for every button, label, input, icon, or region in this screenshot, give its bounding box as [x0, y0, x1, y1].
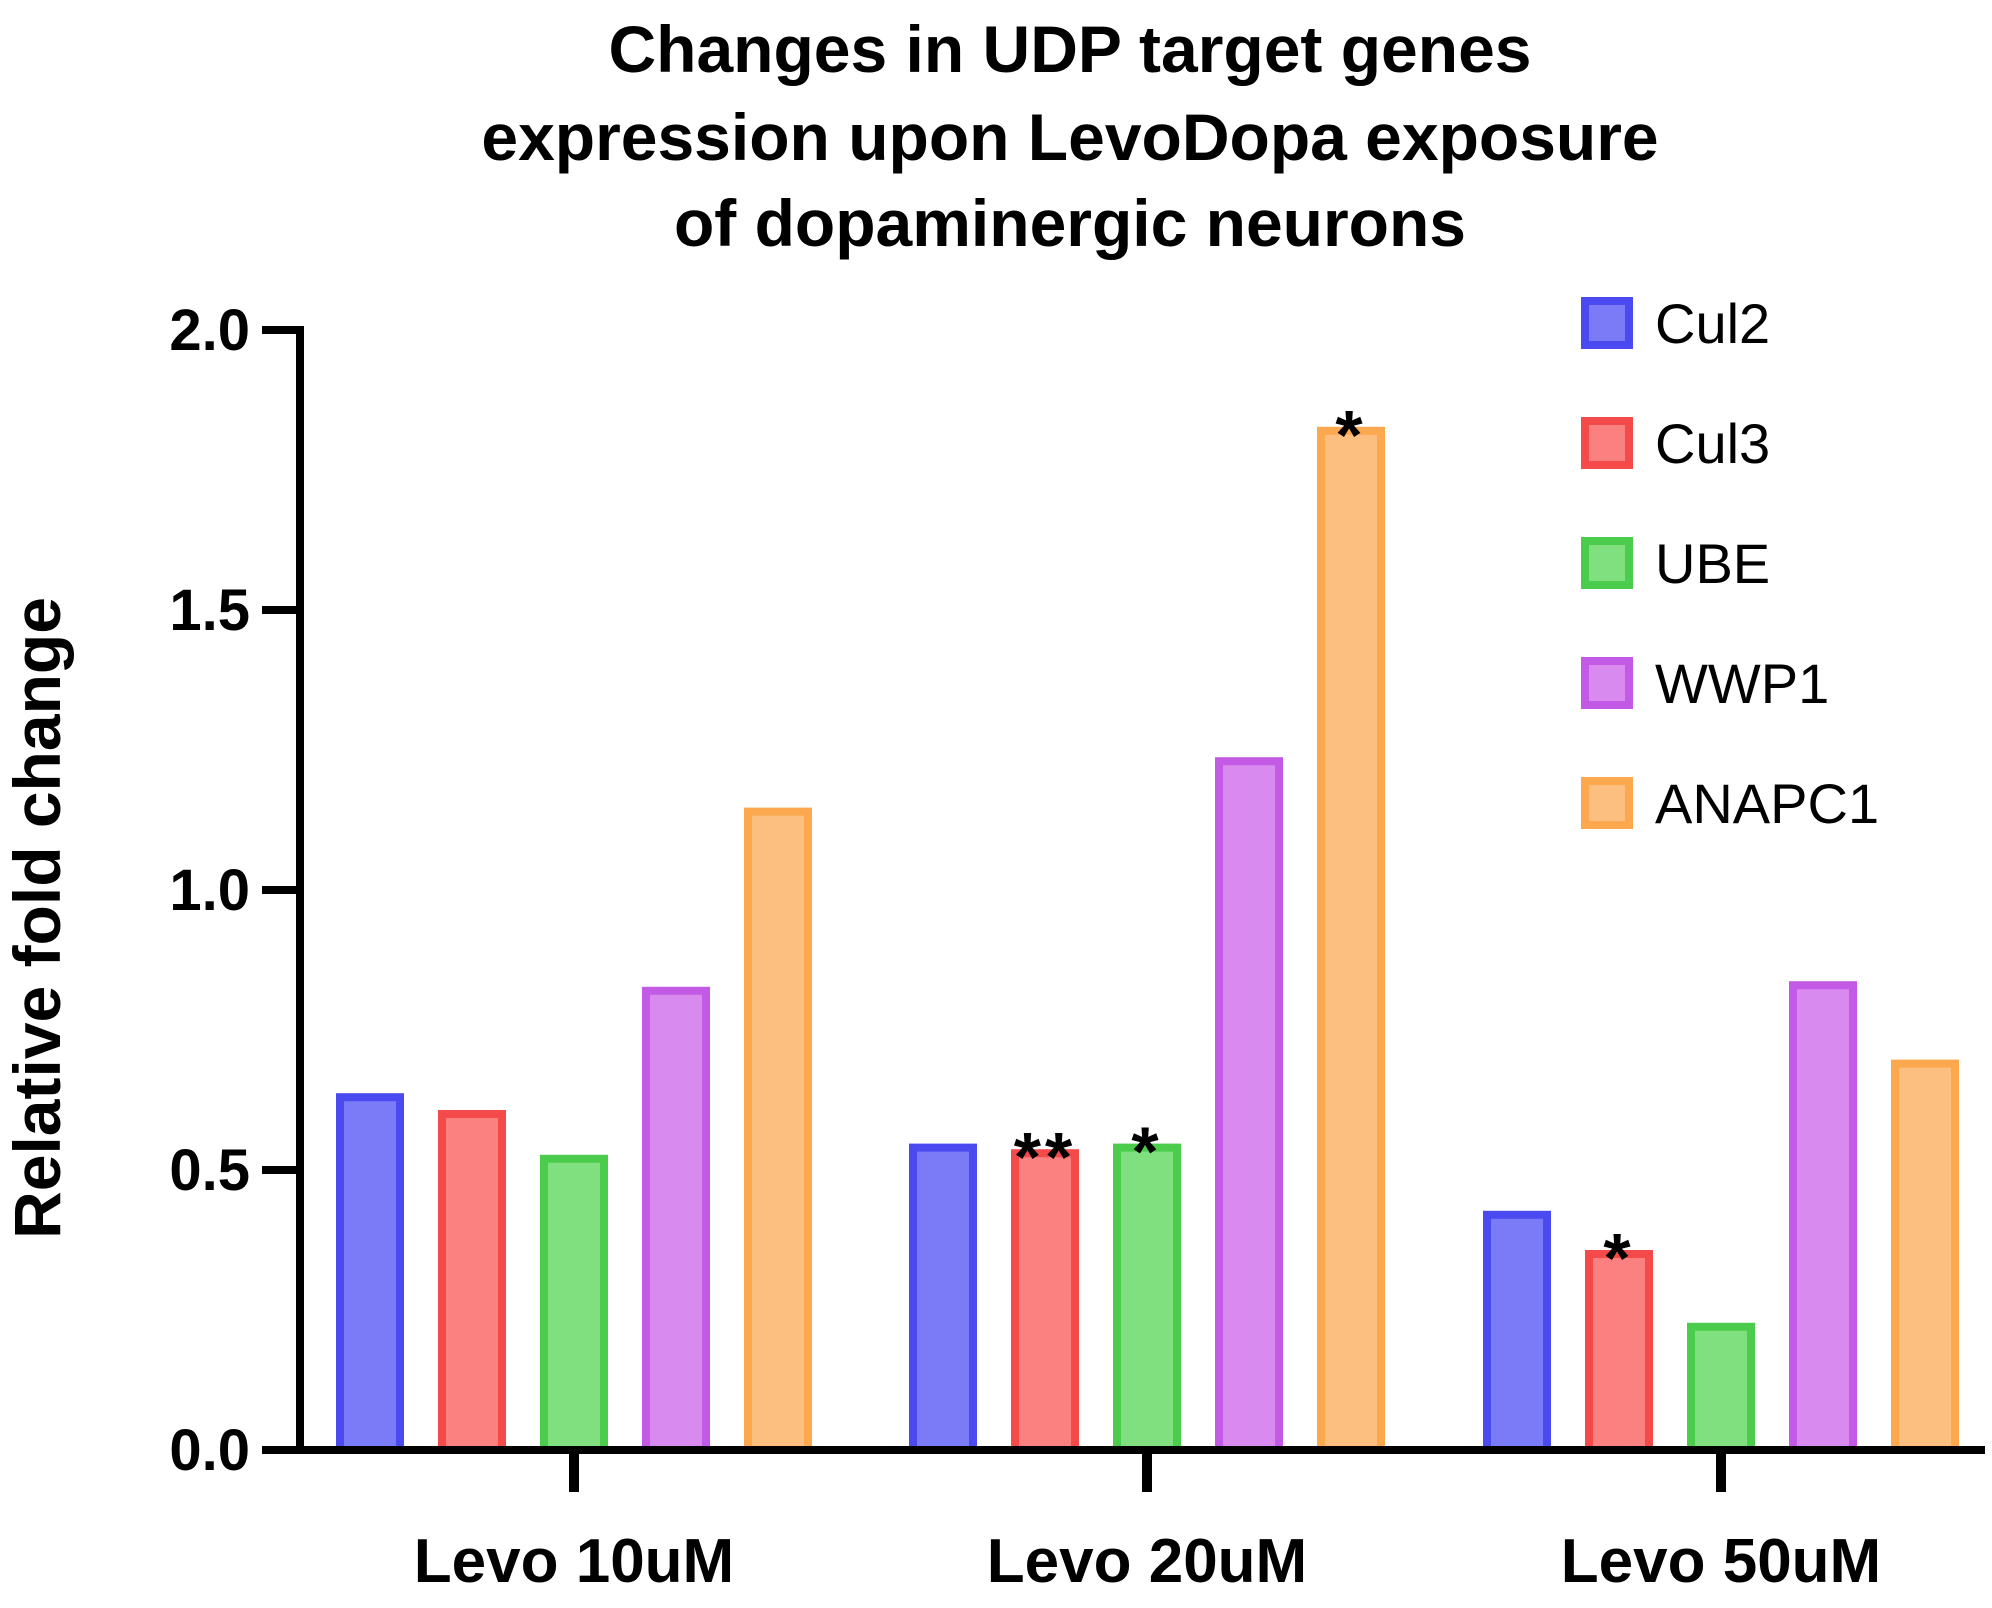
- chart-title-line-2: expression upon LevoDopa exposure: [481, 100, 1658, 174]
- chart-title-line-1: Changes in UDP target genes: [608, 12, 1531, 86]
- x-tick-label-levo-20um: Levo 20uM: [987, 1527, 1307, 1596]
- bar-ube-levo-50um: [1687, 1322, 1755, 1455]
- x-axis-ticks: Levo 10uM Levo 20uM Levo 50uM: [414, 1450, 1881, 1596]
- x-tick-label-levo-10um: Levo 10uM: [414, 1527, 734, 1596]
- legend-item-cul2: Cul2: [1581, 292, 1770, 355]
- bar-wwp1-levo-20um: [1215, 757, 1283, 1454]
- bar-cul2-levo-20um: [909, 1143, 977, 1454]
- legend-label-cul2: Cul2: [1655, 292, 1770, 355]
- bar-wwp1-levo-50um: [1789, 981, 1857, 1454]
- bar-wwp1-levo-10um: [642, 986, 710, 1454]
- annotation-anapc1-levo-20um: *: [1335, 396, 1366, 474]
- bar-anapc1-levo-20um: [1317, 426, 1385, 1454]
- bar-cul2-levo-10um: [336, 1093, 404, 1454]
- chart-title-line-3: of dopaminergic neurons: [674, 186, 1466, 260]
- y-axis-label: Relative fold change: [0, 597, 74, 1239]
- bar-ube-levo-20um: [1113, 1143, 1181, 1454]
- legend-swatch-ube: [1581, 537, 1633, 589]
- y-tick-label: 0.0: [169, 1418, 250, 1483]
- legend-item-ube: UBE: [1581, 532, 1770, 595]
- bar-anapc1-levo-50um: [1891, 1059, 1959, 1454]
- legend-swatch-cul2: [1581, 297, 1633, 349]
- chart-title: Changes in UDP target genes expression u…: [481, 12, 1658, 260]
- legend: Cul2 Cul3 UBE WWP1 ANAPC1: [1581, 292, 1879, 835]
- x-tick-label-levo-50um: Levo 50uM: [1561, 1527, 1881, 1596]
- y-tick-label: 2.0: [169, 298, 250, 363]
- annotation-cul3-levo-20um: **: [1014, 1118, 1076, 1196]
- legend-swatch-cul3: [1581, 417, 1633, 469]
- bar-cul3-levo-10um: [438, 1110, 506, 1454]
- legend-item-wwp1: WWP1: [1581, 652, 1829, 715]
- y-tick-label: 1.0: [169, 858, 250, 923]
- legend-label-anapc1: ANAPC1: [1655, 772, 1879, 835]
- legend-item-anapc1: ANAPC1: [1581, 772, 1879, 835]
- annotation-ube-levo-20um: *: [1131, 1113, 1162, 1191]
- legend-swatch-anapc1: [1581, 777, 1633, 829]
- legend-label-ube: UBE: [1655, 532, 1770, 595]
- y-tick-label: 1.5: [169, 578, 250, 643]
- bars: [336, 426, 1959, 1455]
- bar-cul2-levo-50um: [1483, 1210, 1551, 1455]
- annotation-cul3-levo-50um: *: [1603, 1219, 1634, 1297]
- y-tick-label: 0.5: [169, 1138, 250, 1203]
- significance-annotations: ** ***: [1014, 396, 1634, 1297]
- bar-anapc1-levo-10um: [744, 807, 812, 1454]
- bar-cul3-levo-20um: [1011, 1149, 1079, 1454]
- bar-ube-levo-10um: [540, 1154, 608, 1455]
- legend-label-cul3: Cul3: [1655, 412, 1770, 475]
- y-axis-ticks: 0.0 0.5 1.0 1.5 2.0: [169, 298, 300, 1483]
- legend-item-cul3: Cul3: [1581, 412, 1770, 475]
- legend-label-wwp1: WWP1: [1655, 652, 1829, 715]
- legend-swatch-wwp1: [1581, 657, 1633, 709]
